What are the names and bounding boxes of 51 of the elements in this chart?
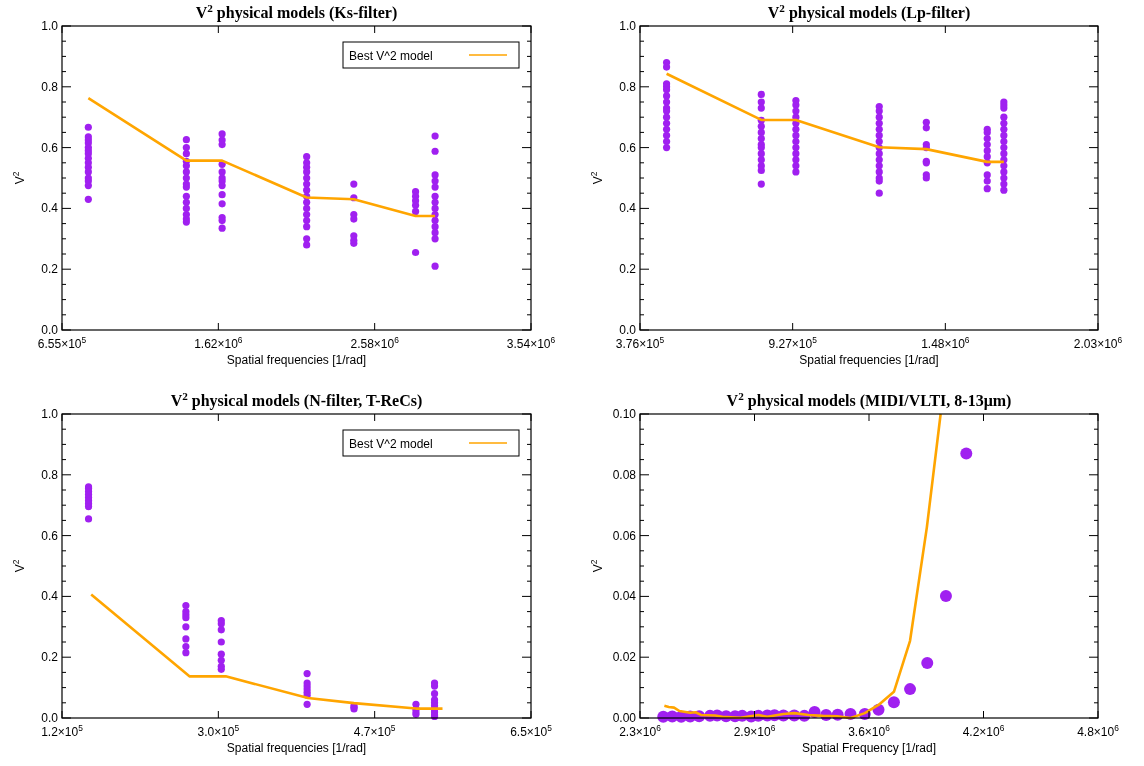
y-tick-label: 0.02 [612, 650, 637, 665]
y-tick-label: 0.10 [612, 407, 637, 421]
chart-title: V$^{2}$ physical models (N-filter, T-ReCs) [170, 390, 423, 410]
y-tick-label: 1.0 [619, 19, 637, 33]
x-tick-label: 2.03×10$^{6}$ [1073, 335, 1123, 351]
x-tick-label: 4.7×10$^{5}$ [353, 723, 396, 739]
x-tick-label: 2.3×10$^{6}$ [619, 723, 662, 739]
y-tick-label: 0.4 [41, 201, 59, 216]
x-tick-label: 1.48×10$^{6}$ [921, 335, 970, 351]
x-tick-label: 4.8×10$^{6}$ [1077, 723, 1120, 739]
legend: Best V^2 model [342, 429, 520, 457]
y-tick-label: 0.2 [619, 262, 637, 277]
y-tick-label: 0.0 [41, 711, 59, 725]
y-tick-label: 0.4 [619, 201, 637, 216]
x-tick-label: 4.2×10$^{6}$ [962, 723, 1005, 739]
y-tick-label: 0.8 [41, 467, 59, 482]
x-tick-label: 3.0×10$^{5}$ [197, 723, 240, 739]
x-tick-label: 6.55×10$^{5}$ [37, 335, 87, 351]
x-tick-label: 2.9×10$^{6}$ [733, 723, 776, 739]
x-tick-label: 9.27×10$^{5}$ [768, 335, 818, 351]
x-tick-label: 6.5×10$^{5}$ [510, 723, 553, 739]
y-tick-label: 0.0 [619, 323, 637, 337]
y-tick-label: 0.8 [619, 79, 637, 94]
x-axis-title: Spatial Frequency [1/rad] [801, 741, 937, 755]
y-tick-label: 0.6 [41, 528, 59, 543]
x-axis-title: Spatial frequencies [1/rad] [799, 353, 939, 367]
y-tick-label: 0.06 [612, 528, 637, 543]
y-tick-label: 1.0 [41, 407, 59, 421]
y-tick-label: 0.4 [41, 589, 59, 604]
x-tick-label: 3.6×10$^{6}$ [848, 723, 891, 739]
y-tick-label: 0.6 [619, 140, 637, 155]
y-tick-label: 0.04 [612, 589, 637, 604]
y-tick-label: 0.2 [41, 650, 59, 665]
x-axis-title: Spatial frequencies [1/rad] [226, 353, 367, 367]
x-tick-label: 1.62×10$^{6}$ [194, 335, 243, 351]
legend: Best V^2 model [342, 41, 520, 69]
chart-title: V$^{2}$ physical models (Ks-filter) [195, 2, 398, 22]
x-tick-label: 3.54×10$^{6}$ [506, 335, 556, 351]
y-tick-label: 0.0 [41, 323, 59, 337]
x-tick-label: 2.58×10$^{6}$ [350, 335, 400, 351]
chart-title: V$^{2}$ physical models (Lp-filter) [767, 2, 971, 22]
y-tick-label: 0.00 [612, 711, 637, 725]
y-tick-label: 0.2 [41, 262, 59, 277]
x-axis-title: Spatial frequencies [1/rad] [226, 741, 367, 755]
y-tick-label: 0.8 [41, 79, 59, 94]
y-tick-label: 0.6 [41, 140, 59, 155]
chart-title: V$^{2}$ physical models (MIDI/VLTI, 8-13μm) [726, 390, 1012, 410]
x-tick-label: 1.2×10$^{5}$ [41, 723, 84, 739]
y-tick-label: 0.08 [612, 467, 637, 482]
y-tick-label: 1.0 [41, 19, 59, 33]
x-tick-label: 3.76×10$^{5}$ [615, 335, 665, 351]
